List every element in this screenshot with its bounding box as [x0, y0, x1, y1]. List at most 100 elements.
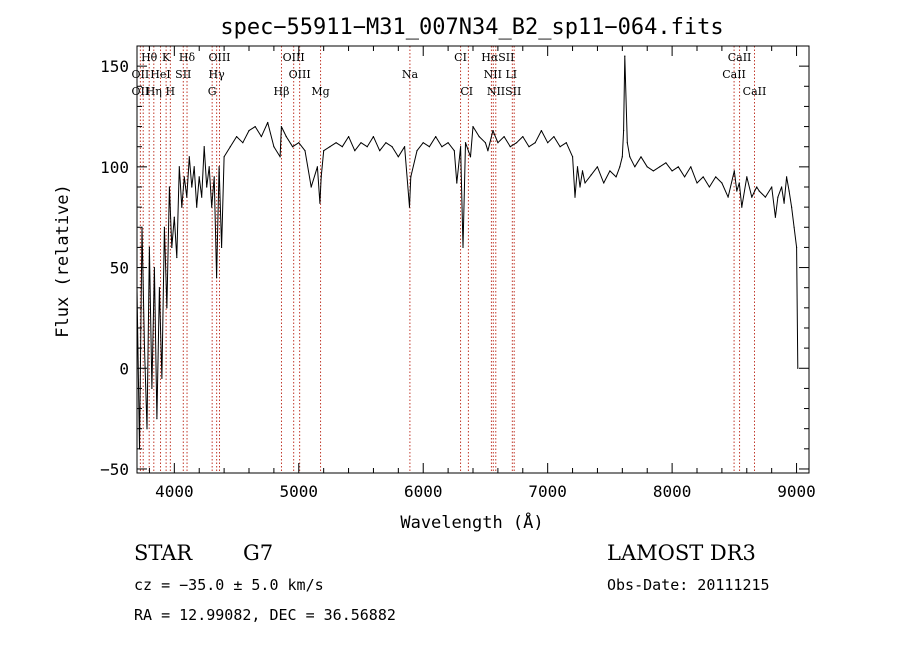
obs-date: Obs-Date: 20111215	[607, 576, 770, 594]
marker-label-H-gamma: Hγ	[209, 68, 226, 81]
data-point-108	[609, 170, 611, 172]
data-point-144	[781, 186, 783, 188]
data-point-112	[623, 130, 625, 132]
data-point-115	[629, 156, 631, 158]
data-point-13	[168, 186, 170, 188]
data-point-105	[590, 174, 592, 176]
data-point-62	[372, 136, 374, 138]
data-point-8	[156, 418, 158, 420]
data-point-102	[579, 186, 581, 188]
data-point-149	[793, 226, 795, 228]
marker-label-OII-lower: OII	[132, 85, 150, 98]
marker-label-NIISII: NIISII	[487, 85, 522, 98]
data-point-111	[621, 156, 623, 158]
data-point-129	[715, 176, 717, 178]
marker-label-HeI: HeI	[150, 68, 170, 81]
data-point-141	[771, 186, 773, 188]
data-point-81	[469, 156, 472, 158]
object-class: STAR	[134, 541, 193, 565]
data-point-39	[248, 130, 250, 132]
spectrum-series	[136, 55, 799, 450]
y-axis-label: Flux (relative)	[53, 184, 73, 338]
data-point-116	[634, 166, 636, 168]
x-tick-label-4000: 4000	[155, 482, 194, 501]
data-point-138	[756, 186, 758, 188]
data-point-34	[221, 246, 223, 248]
data-point-49	[304, 150, 306, 152]
data-point-61	[366, 146, 368, 148]
survey-name: LAMOST DR3	[607, 541, 756, 565]
data-point-132	[733, 170, 735, 172]
data-point-42	[267, 121, 269, 124]
data-point-117	[640, 156, 642, 158]
data-point-143	[777, 196, 779, 198]
data-point-120	[659, 166, 661, 168]
data-point-122	[671, 170, 673, 172]
x-tick-label-9000: 9000	[777, 482, 816, 501]
x-tick-label-8000: 8000	[653, 482, 692, 501]
data-point-72	[428, 146, 430, 148]
data-point-98	[565, 142, 567, 144]
data-point-76	[453, 150, 455, 152]
data-point-56	[335, 142, 337, 144]
data-point-146	[786, 176, 788, 178]
data-point-99	[572, 156, 574, 158]
data-point-118	[646, 166, 648, 168]
y-tick-label-0: −50	[100, 460, 129, 479]
marker-label-H-eta: Hη	[146, 85, 162, 98]
plot-frame	[136, 45, 810, 474]
data-point-28	[206, 186, 208, 188]
data-point-128	[708, 186, 711, 188]
marker-label-SII-mid: SII	[175, 68, 191, 81]
data-point-26	[201, 196, 203, 198]
y-tick-label-1: 0	[119, 359, 129, 378]
data-point-50	[310, 186, 312, 188]
data-point-89	[509, 146, 511, 148]
marker-label-CI-upper: CI	[454, 51, 467, 64]
series-line-flux	[136, 55, 799, 450]
data-point-121	[665, 162, 667, 164]
data-point-119	[652, 170, 655, 172]
data-point-3	[143, 347, 146, 349]
data-point-80	[464, 142, 467, 144]
axis-ticks: 4000 5000 6000 7000 8000 9000 −50 0 50 100 150	[100, 45, 816, 501]
data-point-71	[422, 142, 424, 144]
marker-label-H-alpha-SII: HαSII	[481, 51, 514, 64]
marker-label-H-beta: Hβ	[274, 85, 290, 98]
x-axis-label: Wavelength (Å)	[400, 511, 543, 533]
data-point-44	[279, 156, 281, 158]
data-point-92	[528, 146, 530, 148]
data-point-130	[721, 182, 723, 184]
data-point-134	[738, 182, 740, 184]
data-point-70	[416, 150, 418, 152]
data-point-145	[783, 202, 785, 204]
data-point-83	[478, 136, 480, 138]
data-point-25	[198, 176, 200, 178]
data-point-147	[788, 190, 790, 192]
marker-label-OII-mid: OII	[132, 68, 150, 81]
data-point-16	[176, 256, 178, 259]
data-point-9	[158, 287, 160, 289]
data-point-66	[397, 156, 399, 158]
data-point-75	[447, 142, 449, 144]
data-point-20	[186, 196, 188, 198]
marker-label-CI-lower: CI	[460, 85, 473, 98]
data-point-19	[183, 176, 185, 178]
data-point-109	[615, 176, 617, 178]
data-point-113	[624, 55, 626, 57]
data-point-10	[161, 377, 163, 379]
data-point-142	[774, 216, 777, 218]
data-point-38	[242, 142, 244, 144]
y-tick-label-2: 50	[110, 259, 129, 278]
data-point-85	[487, 150, 489, 152]
data-point-14	[171, 246, 173, 248]
data-point-97	[559, 146, 561, 148]
data-point-4	[146, 428, 148, 430]
x-tick-label-5000: 5000	[280, 482, 319, 501]
redshift-value: cz = −35.0 ± 5.0 km/s	[134, 576, 324, 594]
marker-label-OIII-mid: OIII	[283, 51, 305, 64]
data-point-131	[727, 196, 729, 198]
data-point-106	[596, 166, 599, 168]
data-point-84	[484, 142, 486, 144]
data-point-64	[385, 142, 387, 144]
